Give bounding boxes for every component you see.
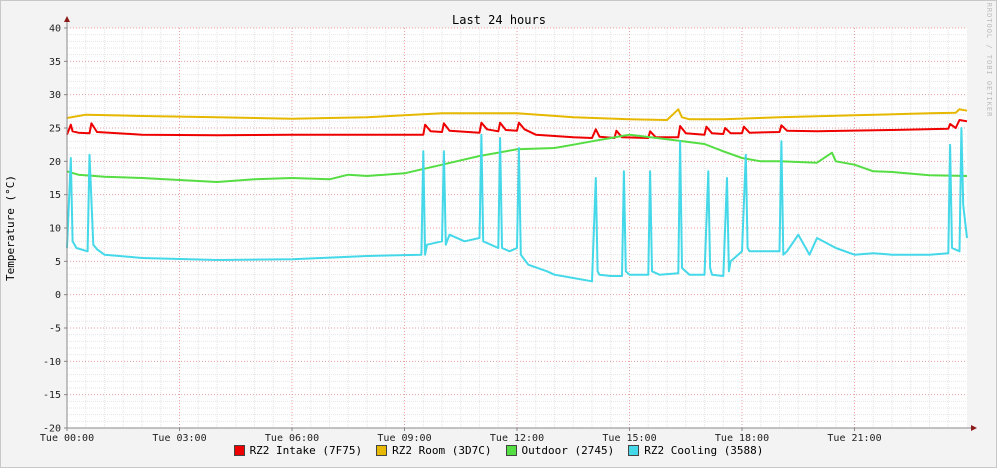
legend-swatch xyxy=(628,445,640,456)
y-tick-label: 25 xyxy=(49,124,61,135)
y-tick-label: -15 xyxy=(43,390,61,401)
legend-item: RZ2 Intake (7F75) xyxy=(233,444,363,457)
legend-swatch xyxy=(376,445,388,456)
x-tick-label: Tue 18:00 xyxy=(715,433,769,444)
y-tick-label: -5 xyxy=(49,324,61,335)
y-tick-label: -20 xyxy=(43,424,61,435)
legend: RZ2 Intake (7F75) RZ2 Room (3D7C) Outdoor … xyxy=(0,444,997,457)
legend-label: Outdoor (2745) xyxy=(521,444,615,457)
chart-title: Last 24 hours xyxy=(452,13,546,27)
x-tick-label: Tue 15:00 xyxy=(602,433,656,444)
y-tick-label: 35 xyxy=(49,57,61,68)
y-tick-label: -10 xyxy=(43,357,61,368)
y-tick-label: 15 xyxy=(49,190,61,201)
legend-item: RZ2 Cooling (3588) xyxy=(628,444,763,457)
y-tick-label: 30 xyxy=(49,90,61,101)
x-tick-label: Tue 09:00 xyxy=(377,433,431,444)
legend-swatch xyxy=(505,445,517,456)
x-tick-label: Tue 06:00 xyxy=(265,433,319,444)
y-tick-label: 20 xyxy=(49,157,61,168)
rrdtool-watermark: RRDTOOL / TOBI OETIKER xyxy=(985,3,993,118)
y-tick-label: 5 xyxy=(55,257,61,268)
axes xyxy=(64,16,977,431)
series-line-2 xyxy=(66,133,968,183)
legend-label: RZ2 Intake (7F75) xyxy=(249,444,363,457)
legend-swatch xyxy=(233,445,245,456)
legend-label: RZ2 Cooling (3588) xyxy=(644,444,764,457)
x-tick-label: Tue 21:00 xyxy=(827,433,881,444)
legend-item: Outdoor (2745) xyxy=(505,444,615,457)
y-axis-label: Temperature (°C) xyxy=(4,175,17,281)
x-tick-label: Tue 12:00 xyxy=(490,433,544,444)
legend-item: RZ2 Room (3D7C) xyxy=(376,444,492,457)
y-tick-label: 10 xyxy=(49,224,61,235)
y-tick-label: 0 xyxy=(55,290,61,301)
series-line-0 xyxy=(66,119,968,139)
series-line-3 xyxy=(66,127,968,283)
x-tick-label: Tue 03:00 xyxy=(152,433,206,444)
y-axis-arrow xyxy=(64,16,70,22)
tick-labels: -20 -15 -10 -5 0 5 10 15 20 25 30 35 40 Tue 00:00 Tue … xyxy=(40,24,882,445)
series-lines xyxy=(66,108,968,283)
x-axis-arrow xyxy=(971,425,977,431)
x-tick-label: Tue 00:00 xyxy=(40,433,94,444)
grid xyxy=(66,27,967,429)
legend-label: RZ2 Room (3D7C) xyxy=(392,444,492,457)
y-tick-label: 40 xyxy=(49,24,61,35)
series-line-1 xyxy=(66,108,968,121)
